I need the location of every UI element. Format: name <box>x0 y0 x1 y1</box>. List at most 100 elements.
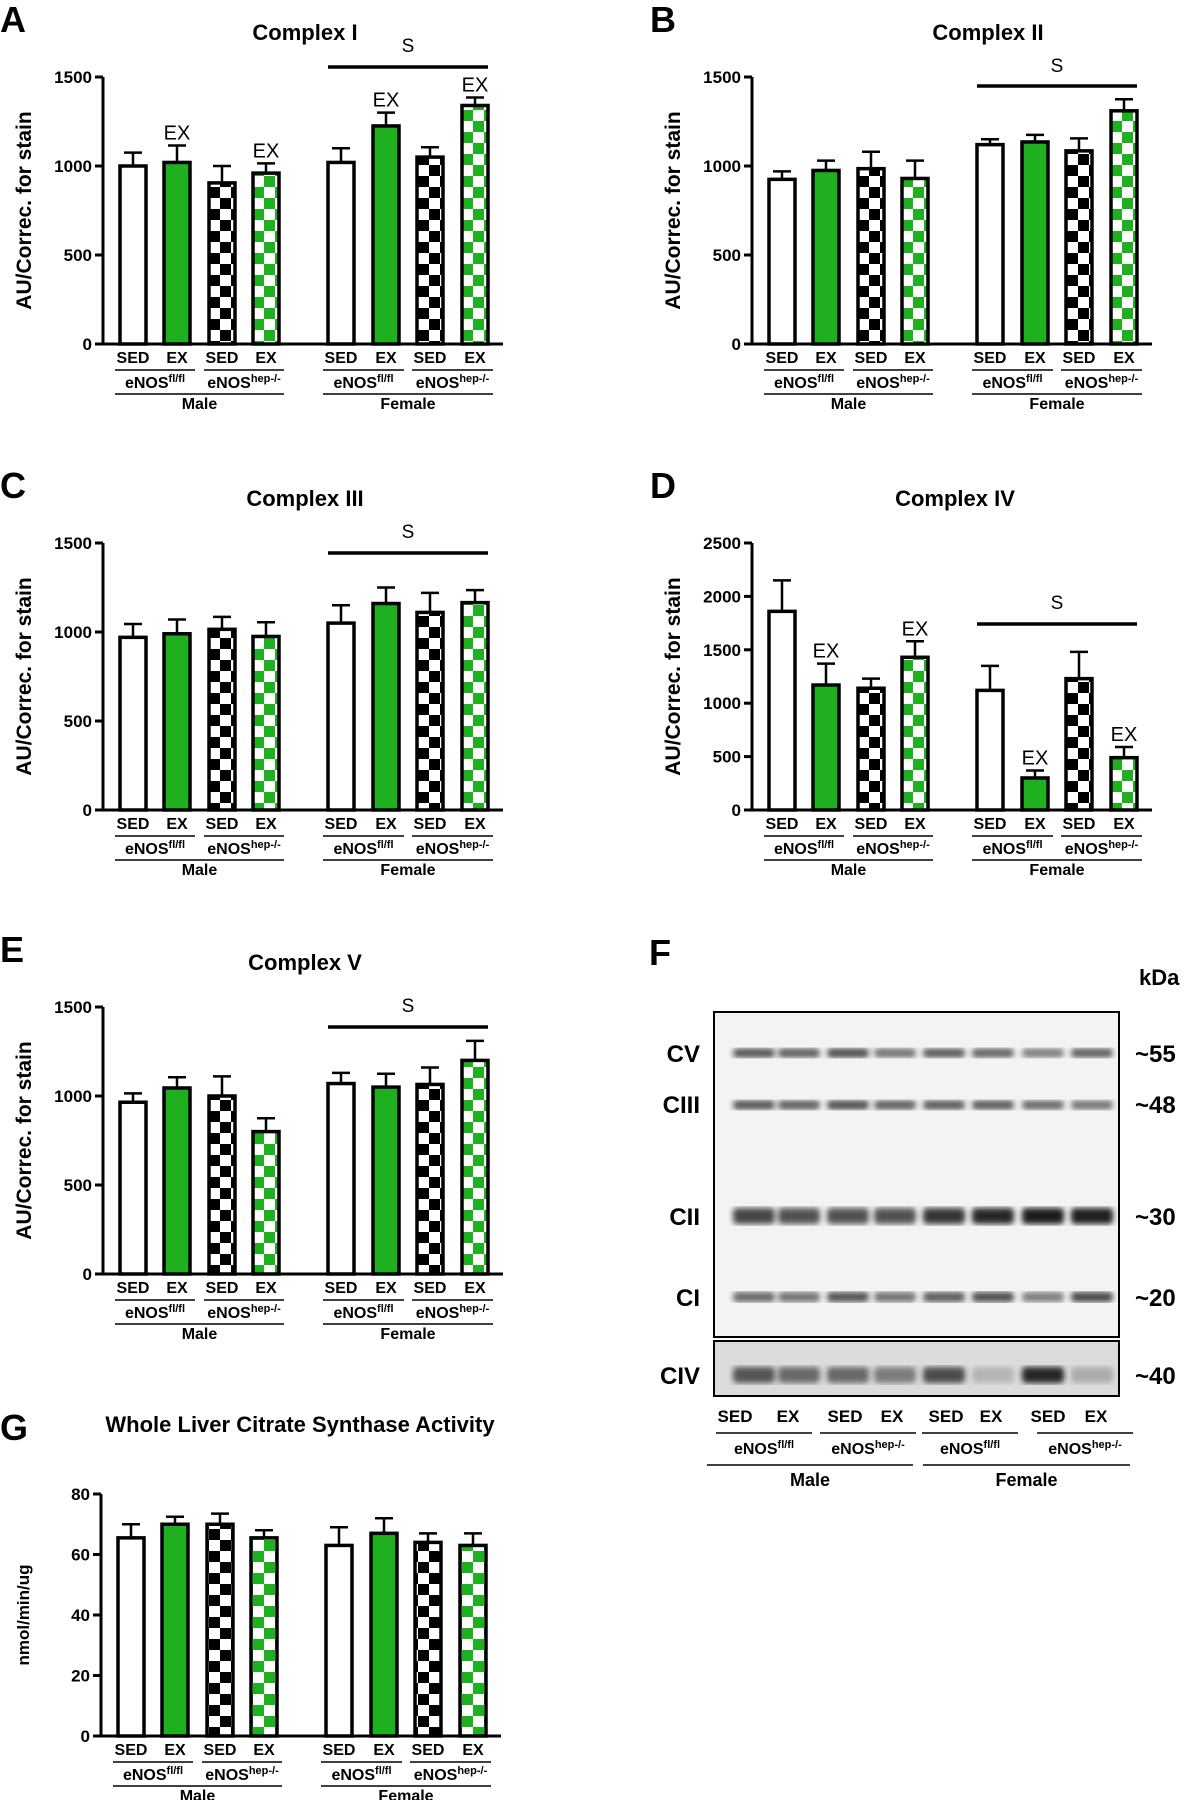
blot-band <box>1022 1100 1064 1110</box>
y-tick-label: 1000 <box>54 623 92 642</box>
significance-label: EX <box>253 140 280 162</box>
x-tick-label: EX <box>375 1280 397 1297</box>
genotype-label: eNOSfl/fl <box>331 1765 391 1784</box>
unit-label: kDa <box>1139 965 1180 990</box>
band-size-label: ~20 <box>1135 1285 1176 1312</box>
bar <box>811 683 841 812</box>
bar <box>1109 755 1139 812</box>
bar <box>324 1543 354 1738</box>
genotype-label: eNOShep-/- <box>1065 373 1139 392</box>
blot-band <box>874 1292 916 1302</box>
genotype-label: eNOSfl/fl <box>125 373 185 392</box>
band-label: CIII <box>663 1092 700 1119</box>
x-tick-label: EX <box>464 350 486 367</box>
lane-label: SED <box>828 1407 863 1426</box>
y-tick-label: 500 <box>713 246 741 265</box>
genotype-label: eNOShep-/- <box>207 373 281 392</box>
significance-label: EX <box>1022 747 1049 769</box>
significance-label: EX <box>902 618 929 640</box>
x-tick-label: SED <box>206 350 239 367</box>
y-tick-label: 0 <box>83 801 92 820</box>
bar <box>160 1522 190 1738</box>
y-tick-label: 80 <box>71 1485 90 1504</box>
y-tick-label: 0 <box>83 335 92 354</box>
blot-band <box>1071 1208 1113 1224</box>
bar <box>413 1540 443 1738</box>
blot-band <box>972 1048 1014 1058</box>
x-tick-label: SED <box>325 1280 358 1297</box>
y-tick-label: 60 <box>71 1546 90 1565</box>
bar <box>371 124 401 346</box>
chart-panel-b: B Complex II AU/Correc. for stain 0 500 1000 1… <box>650 0 1152 413</box>
bar <box>326 1081 356 1276</box>
chart-title: Complex I <box>252 20 357 45</box>
blot-band <box>778 1048 820 1058</box>
x-tick-label: EX <box>1113 816 1135 833</box>
bar <box>205 1522 235 1738</box>
lane-label: EX <box>777 1407 800 1426</box>
y-axis-label: nmol/min/ug <box>14 1564 33 1665</box>
bar <box>1064 149 1094 346</box>
x-tick-label: EX <box>904 350 926 367</box>
bar <box>900 176 930 346</box>
genotype-label: eNOSfl/fl <box>982 373 1042 392</box>
x-tick-label: EX <box>375 350 397 367</box>
sex-label: Female <box>378 1788 433 1800</box>
blot-band <box>972 1100 1014 1110</box>
bar <box>975 688 1005 812</box>
panel-letter: A <box>0 0 26 40</box>
bar <box>460 103 490 346</box>
genotype-label: eNOSfl/fl <box>125 839 185 858</box>
blot-band <box>778 1100 820 1110</box>
bar <box>207 1094 237 1276</box>
significance-label: S <box>402 996 415 1017</box>
chart-title: Complex II <box>932 20 1043 45</box>
y-tick-label: 1500 <box>54 998 92 1017</box>
band-size-label: ~30 <box>1135 1204 1176 1231</box>
genotype-label: eNOShep-/- <box>205 1765 279 1784</box>
x-tick-label: SED <box>204 1742 237 1759</box>
blot-band <box>827 1208 869 1224</box>
blot-band <box>1022 1292 1064 1302</box>
y-axis-label: AU/Correc. for stain <box>13 577 36 775</box>
blot-band <box>874 1367 916 1383</box>
x-tick-label: SED <box>766 350 799 367</box>
y-tick-label: 1000 <box>703 157 741 176</box>
genotype-label: eNOShep-/- <box>1048 1439 1122 1458</box>
bar <box>1020 140 1050 346</box>
x-tick-label: SED <box>414 816 447 833</box>
x-tick-label: SED <box>206 1280 239 1297</box>
y-tick-label: 0 <box>81 1727 90 1746</box>
sex-label: Female <box>995 1470 1057 1490</box>
blot-band <box>923 1100 965 1110</box>
y-tick-label: 500 <box>64 712 92 731</box>
blot-band <box>972 1367 1014 1383</box>
bar <box>118 1100 148 1276</box>
bar <box>326 160 356 346</box>
band-size-label: ~40 <box>1135 1363 1176 1390</box>
blot-band <box>874 1208 916 1224</box>
genotype-label: eNOSfl/fl <box>123 1765 183 1784</box>
x-tick-label: EX <box>464 816 486 833</box>
significance-label: S <box>402 522 415 543</box>
bar <box>415 610 445 812</box>
x-tick-label: EX <box>1113 350 1135 367</box>
genotype-label: eNOSfl/fl <box>333 839 393 858</box>
bar <box>767 177 797 346</box>
blot-band <box>778 1208 820 1224</box>
blot-band <box>733 1292 775 1302</box>
x-tick-label: EX <box>166 816 188 833</box>
y-tick-label: 500 <box>713 748 741 767</box>
sex-label: Female <box>380 396 435 413</box>
x-tick-label: SED <box>414 350 447 367</box>
y-axis-label: AU/Correc. for stain <box>662 111 685 309</box>
blot-band <box>1071 1367 1113 1383</box>
significance-label: S <box>402 36 415 57</box>
y-tick-label: 1000 <box>54 157 92 176</box>
genotype-label: eNOShep-/- <box>856 373 930 392</box>
x-tick-label: EX <box>464 1280 486 1297</box>
y-axis-label: AU/Correc. for stain <box>13 1041 36 1239</box>
chart-title: Complex III <box>246 486 363 511</box>
bar <box>162 160 192 346</box>
y-tick-label: 500 <box>64 246 92 265</box>
